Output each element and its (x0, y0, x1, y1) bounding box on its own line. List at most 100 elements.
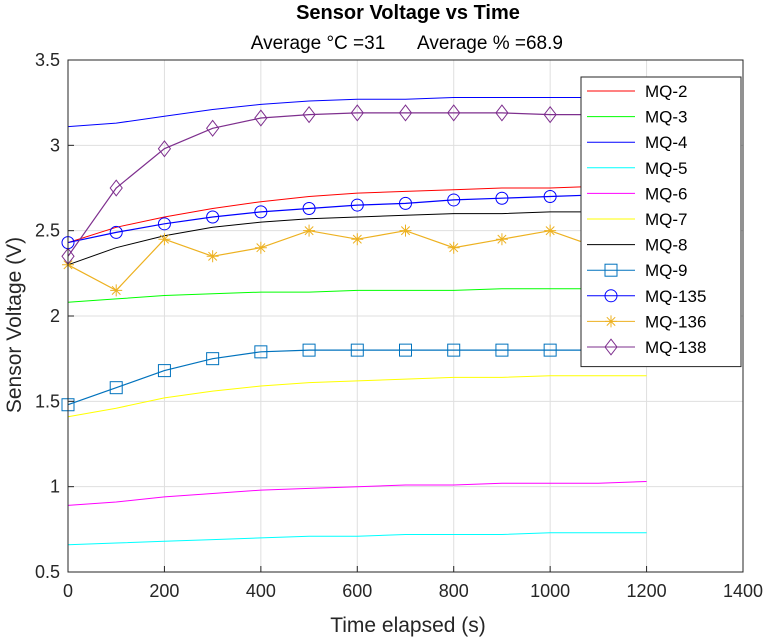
data-point (254, 241, 267, 254)
legend-label: MQ-9 (645, 261, 688, 280)
y-tick-label: 2.5 (35, 221, 60, 241)
legend-entry: MQ-9 (587, 261, 688, 280)
data-point (206, 119, 220, 137)
series-mq-4 (67, 97, 647, 128)
chart-subtitle-temperature: Average °C =31 (251, 33, 386, 54)
data-point (109, 381, 123, 395)
x-tick-label: 1200 (627, 581, 667, 601)
legend-entry: MQ-7 (587, 210, 688, 229)
data-point (206, 210, 220, 224)
y-tick-label: 2 (50, 306, 60, 326)
legend-entry: MQ-135 (587, 287, 706, 306)
y-tick-label: 3.5 (35, 50, 60, 70)
legend-label: MQ-135 (645, 287, 706, 306)
data-point (254, 345, 268, 359)
x-axis-ticks: 0 200 400 600 800 1000 1200 1400 (63, 566, 763, 601)
legend-label: MQ-5 (645, 159, 688, 178)
series-line (67, 97, 647, 128)
series-line (67, 112, 647, 257)
data-point (399, 343, 412, 357)
plot-area (61, 97, 654, 546)
data-point (447, 343, 461, 357)
legend-entry: MQ-138 (587, 338, 706, 357)
y-axis-label: Sensor Voltage (V) (3, 237, 26, 413)
data-point (157, 140, 172, 158)
data-point (495, 191, 509, 205)
data-point (399, 224, 412, 237)
legend-entry: MQ-4 (587, 133, 688, 152)
legend-label: MQ-6 (645, 184, 688, 203)
legend-entry: MQ-3 (587, 108, 688, 127)
series-mq-2 (67, 185, 647, 244)
data-point (543, 105, 557, 124)
y-tick-label: 1.5 (35, 391, 60, 411)
data-point (350, 343, 364, 357)
legend-label: MQ-7 (645, 210, 688, 229)
data-point (206, 352, 220, 366)
x-tick-label: 600 (342, 581, 372, 601)
data-point (447, 104, 461, 122)
legend-marker (604, 338, 618, 356)
series-mq-7 (67, 375, 647, 418)
series-line (67, 288, 647, 303)
data-point (495, 104, 509, 122)
data-point (544, 224, 557, 237)
chart-title: Sensor Voltage vs Time (296, 2, 520, 24)
data-point (495, 233, 508, 246)
data-point (495, 343, 509, 357)
x-tick-label: 200 (149, 581, 179, 601)
data-point (543, 190, 557, 204)
data-point (350, 104, 364, 122)
x-tick-label: 400 (246, 581, 276, 601)
legend-entry: MQ-2 (587, 82, 688, 101)
legend-label: MQ-8 (645, 236, 688, 255)
legend: MQ-2 MQ-3 MQ-4 MQ-5 MQ-6 MQ-7 MQ-8 MQ-9 MQ-135 MQ… (580, 76, 742, 368)
legend-entry: MQ-8 (587, 236, 688, 255)
data-point (254, 205, 268, 219)
series-line (67, 192, 647, 244)
y-tick-label: 0.5 (35, 562, 60, 582)
x-axis-label: Time elapsed (s) (330, 614, 486, 637)
x-tick-label: 1000 (530, 581, 570, 601)
series-mq-6 (67, 481, 647, 506)
legend-marker (605, 315, 617, 328)
legend-marker (604, 263, 618, 277)
legend-label: MQ-4 (645, 133, 688, 152)
legend-label: MQ-138 (645, 338, 706, 357)
series-line (67, 375, 647, 418)
series-mq-5 (67, 532, 647, 546)
x-tick-label: 800 (439, 581, 469, 601)
data-point (447, 193, 461, 207)
data-point (157, 364, 171, 378)
series-line (67, 185, 647, 244)
y-tick-label: 3 (50, 135, 60, 155)
data-point (110, 284, 123, 297)
data-point (351, 233, 364, 246)
chart-subtitle-humidity: Average % =68.9 (417, 33, 563, 54)
y-tick-label: 1 (50, 477, 60, 497)
data-point (157, 217, 171, 231)
x-tick-label: 0 (63, 581, 73, 601)
data-point (399, 196, 412, 210)
data-point (447, 241, 460, 254)
data-point (398, 104, 413, 122)
data-point (109, 179, 123, 197)
y-axis-ticks: 0.5 1 1.5 2 2.5 3 3.5 (35, 50, 74, 582)
legend-entry: MQ-136 (587, 312, 706, 331)
legend-marker (604, 289, 618, 303)
series-line (67, 532, 647, 546)
series-line (67, 481, 647, 506)
data-point (302, 343, 316, 357)
legend-label: MQ-136 (645, 312, 706, 331)
legend-label: MQ-2 (645, 82, 688, 101)
data-point (350, 198, 364, 212)
data-point (302, 201, 316, 215)
legend-entry: MQ-5 (587, 159, 688, 178)
x-tick-label: 1400 (723, 581, 763, 601)
data-point (303, 224, 316, 237)
data-point (158, 233, 171, 246)
series-mq-3 (67, 288, 647, 303)
series-mq-138 (61, 104, 654, 265)
data-point (302, 105, 316, 124)
